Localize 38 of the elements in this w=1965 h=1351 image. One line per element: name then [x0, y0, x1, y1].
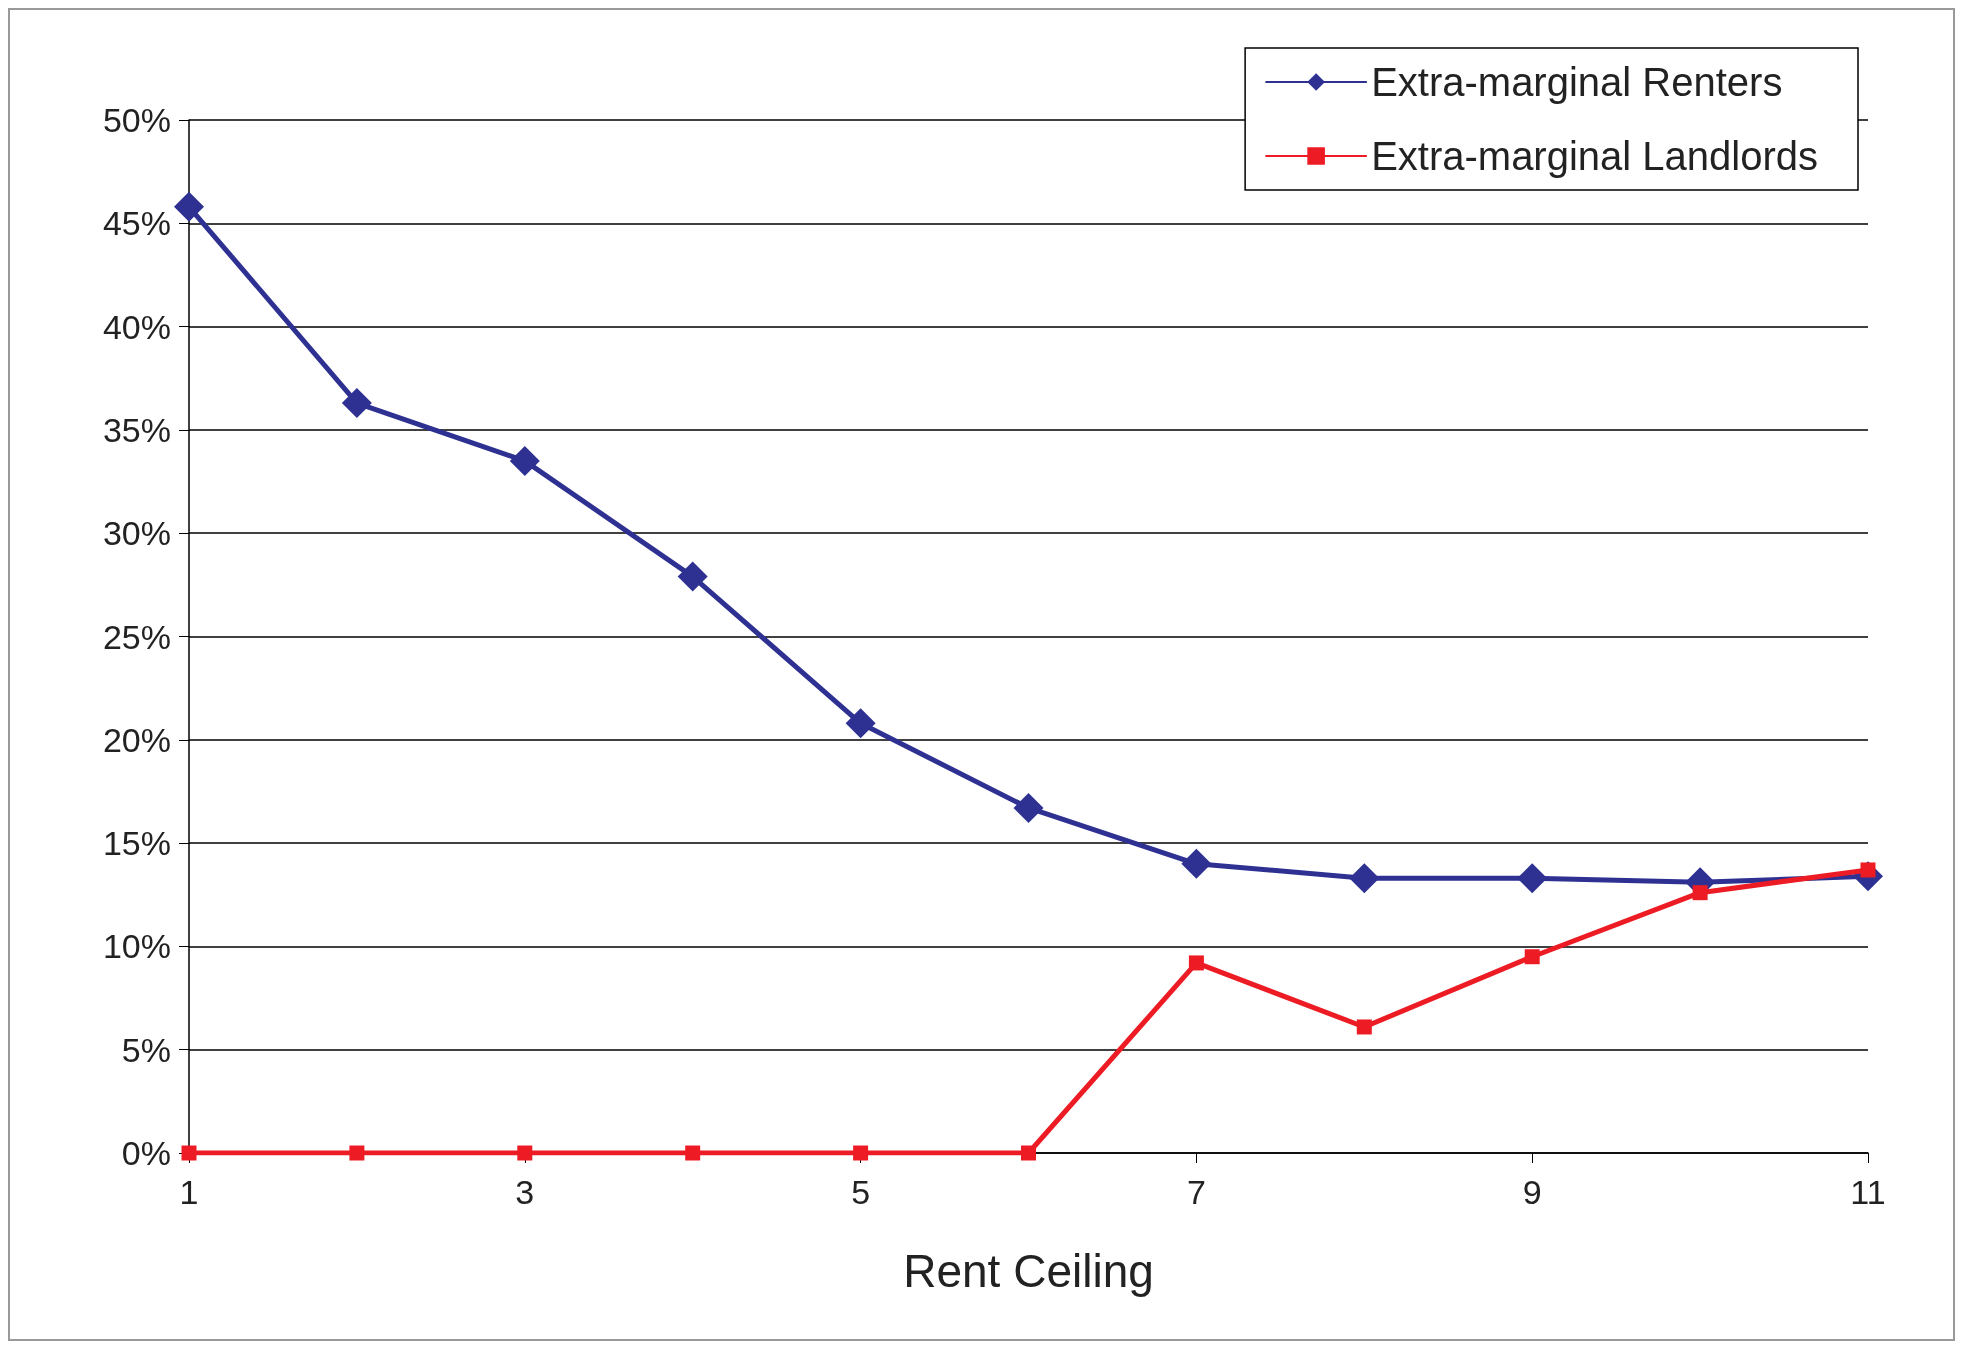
y-tick-label: 15%: [102, 824, 171, 863]
point: [853, 1145, 869, 1161]
y-tick-label: 0%: [121, 1134, 171, 1172]
x-tick-label: 11: [1850, 1173, 1886, 1211]
y-tick-label: 45%: [102, 204, 171, 243]
x-axis-title: Rent Ceiling: [903, 1245, 1154, 1297]
x-tick-label: 7: [1186, 1173, 1206, 1211]
point: [341, 388, 372, 419]
y-tick-label: 20%: [102, 720, 171, 759]
x-tick-label: 1: [179, 1173, 199, 1211]
point: [349, 1145, 365, 1161]
point: [1181, 848, 1212, 879]
point: [517, 1145, 533, 1161]
point: [1021, 1145, 1036, 1161]
legend-label: Extra-marginal Renters: [1371, 60, 1783, 104]
point: [685, 1145, 701, 1161]
y-tick-label: 5%: [121, 1030, 171, 1069]
point: [677, 561, 708, 592]
point: [1013, 792, 1044, 823]
y-tick-label: 30%: [102, 514, 171, 553]
point: [1517, 863, 1548, 894]
point: [509, 445, 540, 476]
legend-label: Extra-marginal Landlords: [1371, 134, 1818, 178]
point: [1188, 955, 1204, 971]
x-tick-label: 3: [515, 1173, 535, 1211]
y-tick-label: 50%: [102, 101, 171, 139]
y-tick-label: 35%: [102, 410, 171, 449]
y-tick-label: 25%: [102, 617, 171, 656]
x-tick-label: 5: [851, 1173, 871, 1211]
point: [845, 708, 876, 739]
point: [1524, 949, 1540, 965]
point: [1349, 863, 1380, 894]
y-tick-label: 40%: [102, 307, 171, 346]
point: [174, 191, 204, 222]
x-tick-label: 9: [1522, 1173, 1542, 1211]
point: [1692, 885, 1708, 901]
y-tick-label: 10%: [102, 927, 171, 966]
point: [1356, 1019, 1372, 1035]
